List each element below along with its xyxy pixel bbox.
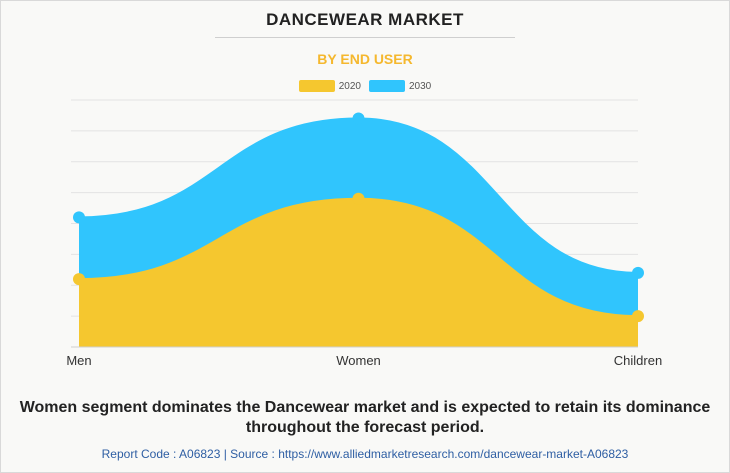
- x-tick-label: Men: [66, 353, 91, 368]
- point-2030-men: [73, 211, 85, 224]
- point-2030-women: [352, 112, 365, 125]
- x-tick-label: Women: [336, 353, 381, 368]
- chart-caption: Women segment dominates the Dancewear ma…: [19, 399, 711, 436]
- area-series-2020: [79, 198, 638, 347]
- point-2020-men: [73, 273, 85, 286]
- point-2020-children: [632, 310, 644, 323]
- legend-label-2030: 2030: [409, 80, 432, 92]
- legend-swatch-2030: [369, 80, 405, 92]
- area-chart: Men Women Children: [66, 99, 662, 368]
- point-2020-women: [352, 192, 365, 205]
- legend: 2020 2030: [0, 80, 730, 92]
- x-tick-label: Children: [614, 353, 662, 368]
- legend-item-2020[interactable]: 2020: [298, 80, 361, 92]
- source-footer: Report Code : A06823 | Source : https://…: [101, 447, 629, 461]
- legend-item-2030[interactable]: 2030: [369, 80, 431, 92]
- point-2030-children: [632, 266, 644, 279]
- legend-label-2020: 2020: [338, 80, 361, 92]
- chart-subtitle: BY END USER: [317, 51, 413, 67]
- chart-title: DANCEWEAR MARKET: [266, 10, 464, 29]
- legend-swatch-2020: [298, 80, 335, 92]
- title-divider: [215, 37, 515, 38]
